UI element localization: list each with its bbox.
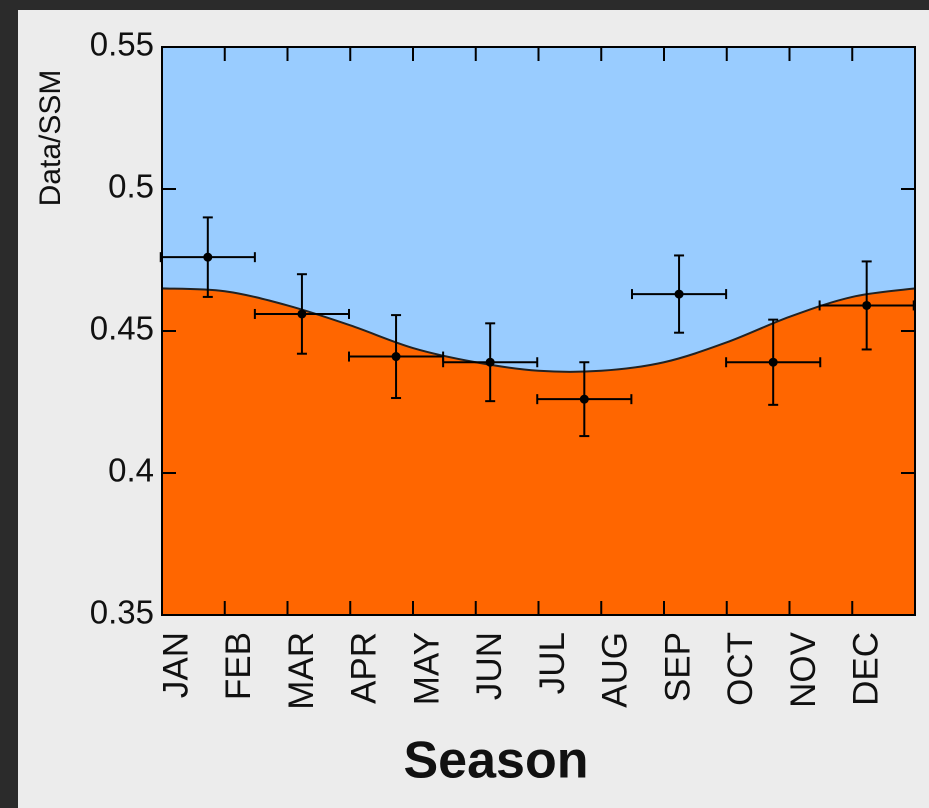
curve-line xyxy=(161,287,916,373)
x-tick-label: MAY xyxy=(407,632,446,705)
x-axis-label: Season xyxy=(404,732,589,790)
x-tick-label: SEP xyxy=(658,632,697,702)
x-tick-label: FEB xyxy=(219,632,258,700)
x-tick-label: OCT xyxy=(721,632,760,706)
x-tick-label: APR xyxy=(345,632,384,704)
y-tick-label: 0.5 xyxy=(108,168,154,205)
data-point xyxy=(203,252,213,262)
x-tick-label: DEC xyxy=(847,632,886,706)
x-tick-label: NOV xyxy=(784,631,823,708)
x-tick-label: JUL xyxy=(533,632,572,694)
x-tick-label: JAN xyxy=(156,632,195,698)
y-tick-label: 0.35 xyxy=(90,594,154,631)
y-tick-label: 0.55 xyxy=(90,26,154,63)
y-axis-label: Data/SSM xyxy=(34,70,67,207)
y-tick-label: 0.4 xyxy=(108,452,154,489)
data-point xyxy=(768,357,778,367)
y-tick-label: 0.45 xyxy=(90,310,154,347)
curve-area xyxy=(162,288,915,615)
data-point xyxy=(579,394,589,404)
data-point xyxy=(297,309,307,319)
data-point xyxy=(674,289,684,299)
x-tick-label: AUG xyxy=(596,632,635,708)
x-tick-label: JUN xyxy=(470,632,509,700)
data-point xyxy=(862,300,872,310)
x-tick-label: MAR xyxy=(282,632,321,710)
plot-frame xyxy=(161,46,916,616)
data-point xyxy=(485,357,495,367)
data-point xyxy=(391,352,401,362)
